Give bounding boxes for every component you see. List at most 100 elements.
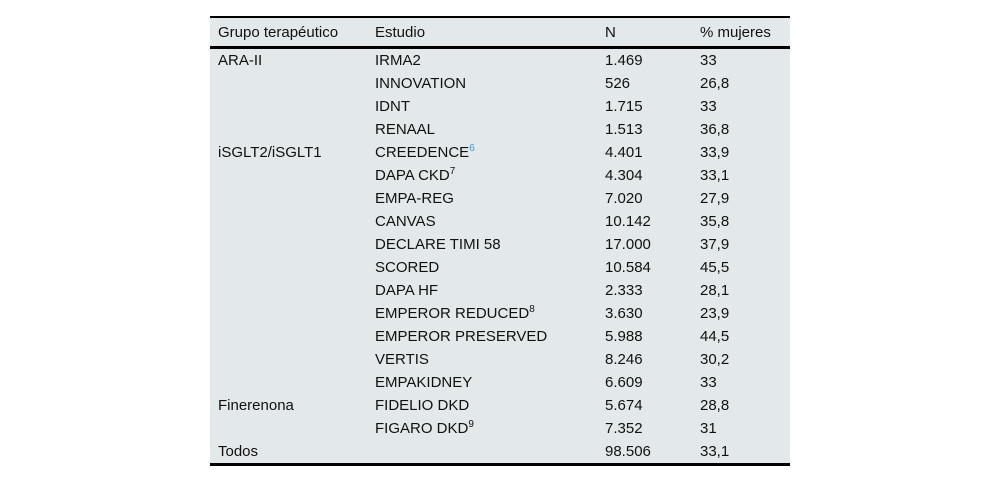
- cell-study: INNOVATION: [375, 72, 605, 95]
- table-row: SCORED 10.584 45,5: [210, 256, 790, 279]
- cell-therapeutic-group: Todos: [218, 443, 259, 460]
- cell-n: 17.000: [605, 236, 651, 253]
- cell-study: CANVAS: [375, 210, 605, 233]
- cell-therapeutic-group: ARA-II: [218, 52, 263, 69]
- table-row: Finerenona FIDELIO DKD 5.674 28,8: [210, 394, 790, 417]
- table-row: Todos 98.506 33,1: [210, 440, 790, 463]
- table-row: RENAAL 1.513 36,8: [210, 118, 790, 141]
- cell-n: 4.304: [605, 167, 643, 184]
- cell-pct-mujeres: 45,5: [700, 259, 730, 276]
- study-name: EMPAKIDNEY: [375, 374, 473, 391]
- header-estudio: Estudio: [375, 23, 426, 41]
- cell-pct-mujeres: 35,8: [700, 213, 730, 230]
- citation-link-6[interactable]: 6: [469, 143, 475, 154]
- cell-n: 10.142: [605, 213, 651, 230]
- cell-n: 8.246: [605, 351, 643, 368]
- cell-pct-mujeres: 36,8: [700, 121, 730, 138]
- cell-pct-mujeres: 31: [700, 420, 717, 437]
- cell-n: 3.630: [605, 305, 643, 322]
- citation-ref-7: 7: [449, 166, 456, 177]
- study-name: RENAAL: [375, 121, 436, 138]
- study-name: EMPA-REG: [375, 190, 454, 207]
- cell-study: CREEDENCE6: [375, 141, 605, 164]
- cell-n: 1.513: [605, 121, 643, 138]
- cell-study: EMPAKIDNEY: [375, 371, 605, 394]
- cell-pct-mujeres: 37,9: [700, 236, 730, 253]
- cell-pct-mujeres: 30,2: [700, 351, 730, 368]
- cell-study: SCORED: [375, 256, 605, 279]
- cell-n: 526: [605, 75, 631, 92]
- table-row: EMPAKIDNEY 6.609 33: [210, 371, 790, 394]
- study-name: IDNT: [375, 98, 410, 115]
- cell-n: 10.584: [605, 259, 651, 276]
- table-row: INNOVATION 526 26,8: [210, 72, 790, 95]
- study-name: FIGARO DKD: [375, 420, 469, 437]
- cell-pct-mujeres: 44,5: [700, 328, 730, 345]
- cell-n: 7.020: [605, 190, 643, 207]
- cell-n: 1.469: [605, 52, 643, 69]
- study-name: CREEDENCE: [375, 144, 470, 161]
- study-name: DAPA CKD: [375, 167, 450, 184]
- cell-study: EMPA-REG: [375, 187, 605, 210]
- cell-n: 2.333: [605, 282, 643, 299]
- table-row: ARA-II IRMA2 1.469 33: [210, 49, 790, 72]
- cell-study: DECLARE TIMI 58: [375, 233, 605, 256]
- cell-pct-mujeres: 26,8: [700, 75, 730, 92]
- cell-pct-mujeres: 33: [700, 98, 717, 115]
- table-row: CANVAS 10.142 35,8: [210, 210, 790, 233]
- table-row: DECLARE TIMI 58 17.000 37,9: [210, 233, 790, 256]
- cell-pct-mujeres: 33,9: [700, 144, 730, 161]
- study-name: CANVAS: [375, 213, 436, 230]
- table-row: VERTIS 8.246 30,2: [210, 348, 790, 371]
- cell-study: IRMA2: [375, 49, 605, 72]
- table-row: FIGARO DKD9 7.352 31: [210, 417, 790, 440]
- table-row: IDNT 1.715 33: [210, 95, 790, 118]
- cell-pct-mujeres: 33,1: [700, 167, 730, 184]
- table-row: iSGLT2/iSGLT1 CREEDENCE6 4.401 33,9: [210, 141, 790, 164]
- study-name: VERTIS: [375, 351, 429, 368]
- study-name: DAPA HF: [375, 282, 439, 299]
- cell-n: 7.352: [605, 420, 643, 437]
- header-n: N: [605, 23, 616, 41]
- cell-study: RENAAL: [375, 118, 605, 141]
- header-grupo-terapeutico: Grupo terapéutico: [218, 23, 339, 41]
- header-pct-mujeres: % mujeres: [700, 23, 771, 41]
- table-row: EMPA-REG 7.020 27,9: [210, 187, 790, 210]
- citation-ref-8: 8: [529, 304, 535, 315]
- study-name: IRMA2: [375, 52, 421, 69]
- study-name: EMPEROR REDUCED: [375, 305, 530, 322]
- study-name: EMPEROR PRESERVED: [375, 328, 548, 345]
- study-name: INNOVATION: [375, 75, 467, 92]
- table-body: ARA-II IRMA2 1.469 33 INNOVATION 526 26,8 IDNT 1…: [210, 49, 790, 463]
- cell-pct-mujeres: 23,9: [700, 305, 730, 322]
- citation-ref-9: 9: [468, 419, 474, 430]
- cell-n: 1.715: [605, 98, 643, 115]
- table-header-row: Grupo terapéutico Estudio N % mujeres: [210, 18, 790, 49]
- study-name: SCORED: [375, 259, 440, 276]
- cell-therapeutic-group: Finerenona: [218, 397, 294, 414]
- cell-study: FIDELIO DKD: [375, 394, 605, 417]
- cell-pct-mujeres: 27,9: [700, 190, 730, 207]
- cell-study: DAPA CKD7: [375, 164, 605, 187]
- cell-n: 4.401: [605, 144, 643, 161]
- table-row: DAPA HF 2.333 28,1: [210, 279, 790, 302]
- study-name: DECLARE TIMI 58: [375, 236, 501, 253]
- cell-n: 5.674: [605, 397, 643, 414]
- cell-pct-mujeres: 33,1: [700, 443, 730, 460]
- cell-n: 98.506: [605, 443, 651, 460]
- table-row: EMPEROR PRESERVED 5.988 44,5: [210, 325, 790, 348]
- cell-pct-mujeres: 33: [700, 374, 717, 391]
- cell-study: EMPEROR REDUCED8: [375, 302, 605, 325]
- study-name: FIDELIO DKD: [375, 397, 470, 414]
- cell-study: IDNT: [375, 95, 605, 118]
- cell-therapeutic-group: iSGLT2/iSGLT1: [218, 144, 322, 161]
- table-row: DAPA CKD7 4.304 33,1: [210, 164, 790, 187]
- cell-pct-mujeres: 28,8: [700, 397, 730, 414]
- cell-n: 6.609: [605, 374, 643, 391]
- cell-n: 5.988: [605, 328, 643, 345]
- cell-study: DAPA HF: [375, 279, 605, 302]
- cell-study: FIGARO DKD9: [375, 417, 605, 440]
- cell-pct-mujeres: 33: [700, 52, 717, 69]
- table-row: EMPEROR REDUCED8 3.630 23,9: [210, 302, 790, 325]
